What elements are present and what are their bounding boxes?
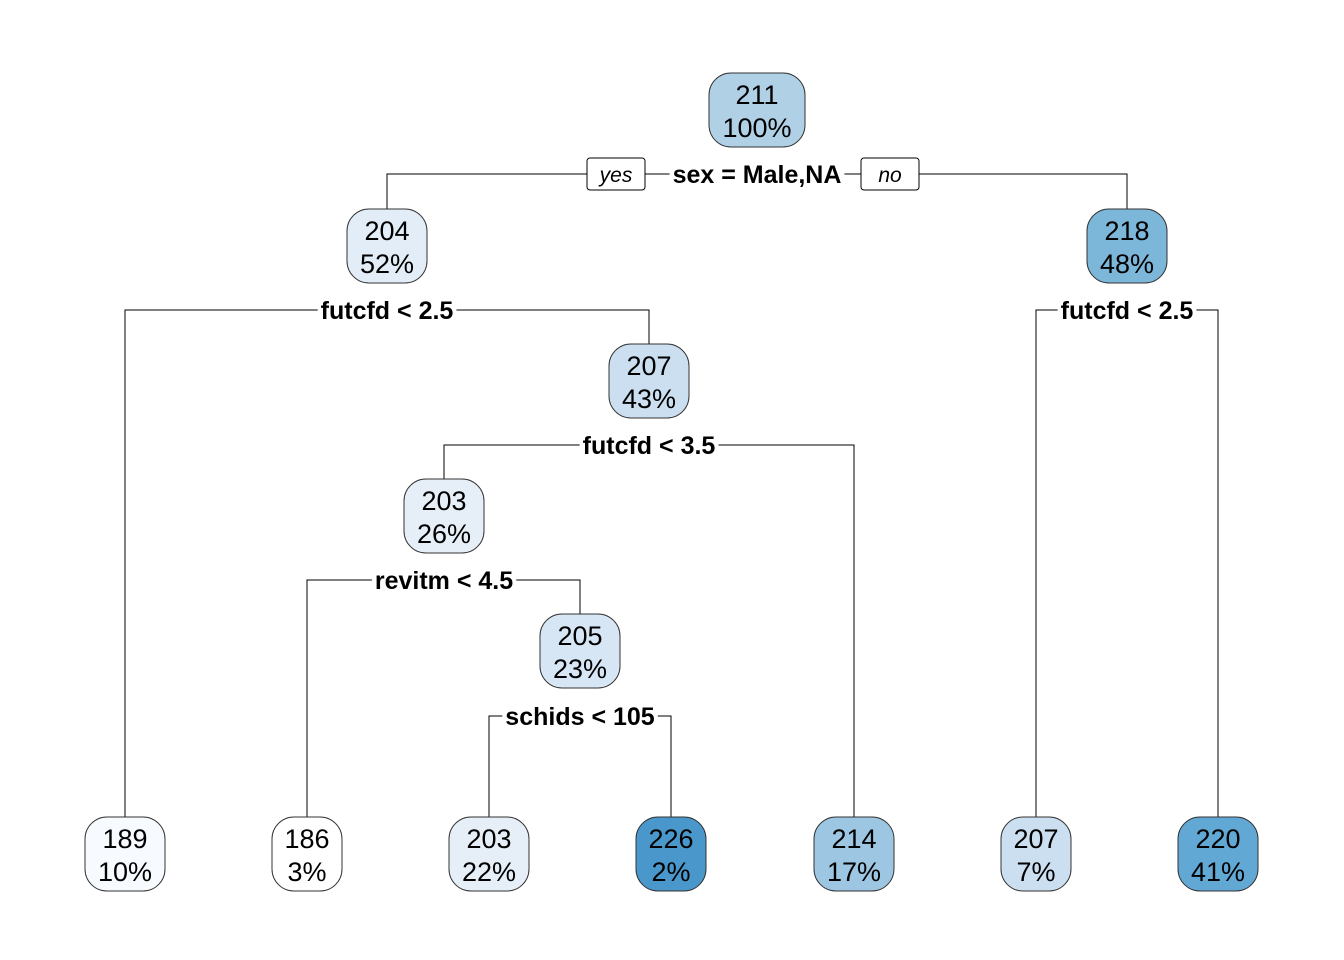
node-percent: 23% (553, 654, 607, 684)
node-value: 226 (648, 824, 693, 854)
edge-s10 (306, 579, 581, 817)
split-s5: futcfd < 3.5 (579, 431, 719, 461)
node-box (403, 478, 485, 554)
split-label: sex = Male,NA (673, 161, 842, 189)
node-percent: 10% (98, 857, 152, 887)
yes-label-text: yes (598, 164, 633, 187)
node-percent: 3% (287, 857, 326, 887)
node-value: 186 (284, 824, 329, 854)
split-label-bg (317, 296, 457, 326)
node-value: 203 (421, 486, 466, 516)
yes-label-box (586, 157, 646, 191)
split-label: futcfd < 2.5 (321, 297, 454, 325)
node-box (1000, 816, 1072, 892)
node-value: 189 (102, 824, 147, 854)
node-percent: 22% (462, 857, 516, 887)
yes-label: yes (586, 157, 646, 191)
split-s10: revitm < 4.5 (371, 566, 517, 596)
node-value: 204 (364, 216, 409, 246)
tree-edges (124, 173, 1219, 817)
node-box (448, 816, 530, 892)
edge-s5 (443, 444, 855, 817)
node-value: 207 (626, 351, 671, 381)
node-percent: 43% (622, 384, 676, 414)
node-percent: 2% (651, 857, 690, 887)
edge-s2 (124, 309, 650, 817)
node-value: 211 (735, 80, 778, 110)
node-box (346, 208, 428, 284)
node-box (271, 816, 343, 892)
split-label-bg (669, 160, 845, 190)
no-label-box (860, 157, 920, 191)
split-s21: schids < 105 (502, 702, 658, 732)
node-box (539, 613, 621, 689)
split-label-bg (579, 431, 719, 461)
split-label: revitm < 4.5 (375, 567, 513, 595)
edge-s3 (1035, 309, 1219, 817)
node-value: 207 (1013, 824, 1058, 854)
split-s1: sex = Male,NA (669, 160, 845, 190)
node-box (1086, 208, 1168, 284)
split-label-bg (502, 702, 658, 732)
node-box (84, 816, 166, 892)
node-percent: 52% (360, 249, 414, 279)
node-percent: 7% (1016, 857, 1055, 887)
node-percent: 17% (827, 857, 881, 887)
node-box (813, 816, 895, 892)
node-percent: 41% (1191, 857, 1245, 887)
split-label-bg (1057, 296, 1197, 326)
tree-nodes: 211100%20452%21848%20743%20326%20523%189… (84, 72, 1259, 892)
no-label-text: no (878, 164, 902, 187)
split-label: futcfd < 2.5 (1061, 297, 1194, 325)
node-value: 205 (557, 621, 602, 651)
node-value: 220 (1195, 824, 1240, 854)
node-box (635, 816, 707, 892)
split-label-bg (371, 566, 517, 596)
node-value: 218 (1104, 216, 1149, 246)
node-value: 203 (466, 824, 511, 854)
node-percent: 100% (722, 113, 791, 143)
split-s2: futcfd < 2.5 (317, 296, 457, 326)
node-box (1177, 816, 1259, 892)
node-percent: 48% (1100, 249, 1154, 279)
tree-split-labels: sex = Male,NA futcfd < 2.5 futcfd < 2.5 fut… (317, 157, 1197, 732)
node-percent: 26% (417, 519, 471, 549)
node-box (708, 72, 806, 148)
node-box (608, 343, 690, 419)
split-label: futcfd < 3.5 (583, 432, 716, 460)
split-label: schids < 105 (505, 703, 654, 731)
no-label: no (860, 157, 920, 191)
split-s3: futcfd < 2.5 (1057, 296, 1197, 326)
node-value: 214 (831, 824, 876, 854)
